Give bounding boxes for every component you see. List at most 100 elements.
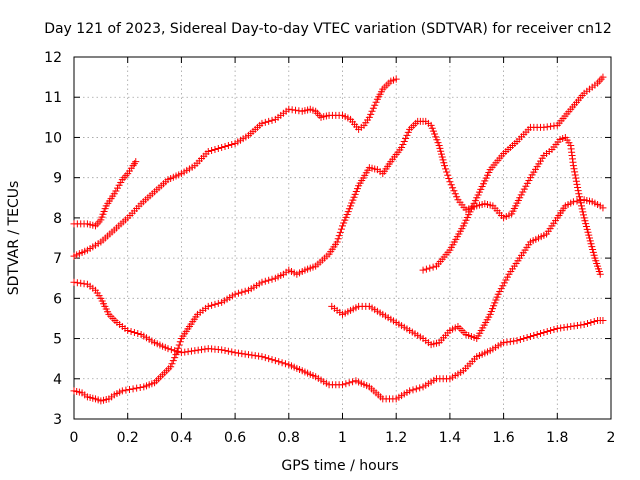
data-point [118, 387, 126, 395]
data-point [399, 140, 407, 148]
data-point [579, 208, 587, 216]
data-point [133, 384, 141, 392]
data-point [367, 110, 375, 118]
data-point [181, 348, 189, 356]
data-point [506, 338, 514, 346]
data-point [584, 319, 592, 327]
data-point [336, 228, 344, 236]
data-point [125, 386, 133, 394]
data-point [208, 147, 216, 155]
data-point [341, 216, 349, 224]
data-point [348, 199, 356, 207]
data-point [491, 299, 499, 307]
data-point [255, 352, 263, 360]
chart-title: Day 121 of 2023, Sidereal Day-to-day VTE… [44, 21, 612, 37]
data-point [441, 162, 449, 170]
data-point [493, 293, 501, 301]
data-point [168, 360, 176, 368]
data-point [577, 321, 585, 329]
data-point [577, 196, 585, 204]
data-point [573, 197, 581, 205]
data-point [426, 264, 434, 272]
series-satellite-4 [70, 117, 604, 405]
data-point [349, 196, 357, 204]
data-point [347, 202, 355, 210]
data-point [582, 223, 590, 231]
data-point [435, 141, 443, 149]
data-point [204, 302, 212, 310]
data-point [73, 279, 81, 287]
data-point [503, 338, 511, 346]
data-point [513, 337, 521, 345]
series-satellite-5 [328, 196, 607, 349]
data-point [578, 205, 586, 213]
data-point [547, 122, 555, 130]
data-point [238, 288, 246, 296]
data-point [211, 146, 219, 154]
data-point [134, 330, 142, 338]
data-point [596, 270, 604, 278]
data-point [234, 289, 242, 297]
data-point [580, 320, 588, 328]
data-point [584, 228, 592, 236]
data-point [574, 183, 582, 191]
data-point [228, 348, 236, 356]
data-point [492, 296, 500, 304]
data-point [221, 142, 229, 150]
data-point [403, 131, 411, 139]
data-point [599, 316, 607, 324]
data-point [543, 123, 551, 131]
data-point [429, 263, 437, 271]
x-tick-label: 1.4 [439, 430, 461, 446]
data-point [231, 290, 239, 298]
y-tick-label: 10 [44, 130, 62, 146]
data-point [550, 326, 558, 334]
data-point [583, 225, 591, 233]
data-point [444, 171, 452, 179]
data-point [442, 165, 450, 173]
data-point [550, 122, 558, 130]
data-point [533, 331, 541, 339]
data-point [201, 345, 209, 353]
data-point [589, 245, 597, 253]
data-point [345, 205, 353, 213]
data-point [339, 381, 346, 389]
data-point [434, 139, 442, 147]
data-point [580, 214, 588, 222]
data-point [590, 251, 598, 259]
data-point [351, 190, 359, 198]
data-point [437, 150, 445, 158]
data-point [438, 153, 446, 161]
data-point [224, 141, 232, 149]
data-point [428, 124, 436, 132]
data-point [540, 123, 548, 131]
x-tick-label: 1.6 [492, 430, 514, 446]
data-point [265, 355, 273, 363]
data-point [167, 363, 175, 371]
data-point [560, 323, 568, 331]
data-point [191, 347, 199, 355]
data-point [369, 104, 377, 112]
data-point [573, 180, 581, 188]
data-point [599, 204, 607, 212]
y-axis-label: SDTVAR / TECUs [6, 181, 22, 296]
data-point [372, 98, 380, 106]
data-point [353, 185, 361, 193]
data-point [571, 171, 579, 179]
x-tick-label: 2 [607, 430, 616, 446]
data-point [571, 168, 579, 176]
data-point [122, 386, 130, 394]
data-point [431, 130, 439, 138]
grid-lines [74, 57, 611, 419]
data-point [502, 276, 510, 284]
data-point [224, 347, 232, 355]
data-point [258, 353, 266, 361]
data-point [241, 287, 249, 295]
data-point [523, 334, 531, 342]
data-point [500, 339, 508, 347]
data-point [231, 349, 239, 357]
data-point [577, 202, 585, 210]
data-point [248, 351, 256, 359]
data-point [503, 273, 511, 281]
